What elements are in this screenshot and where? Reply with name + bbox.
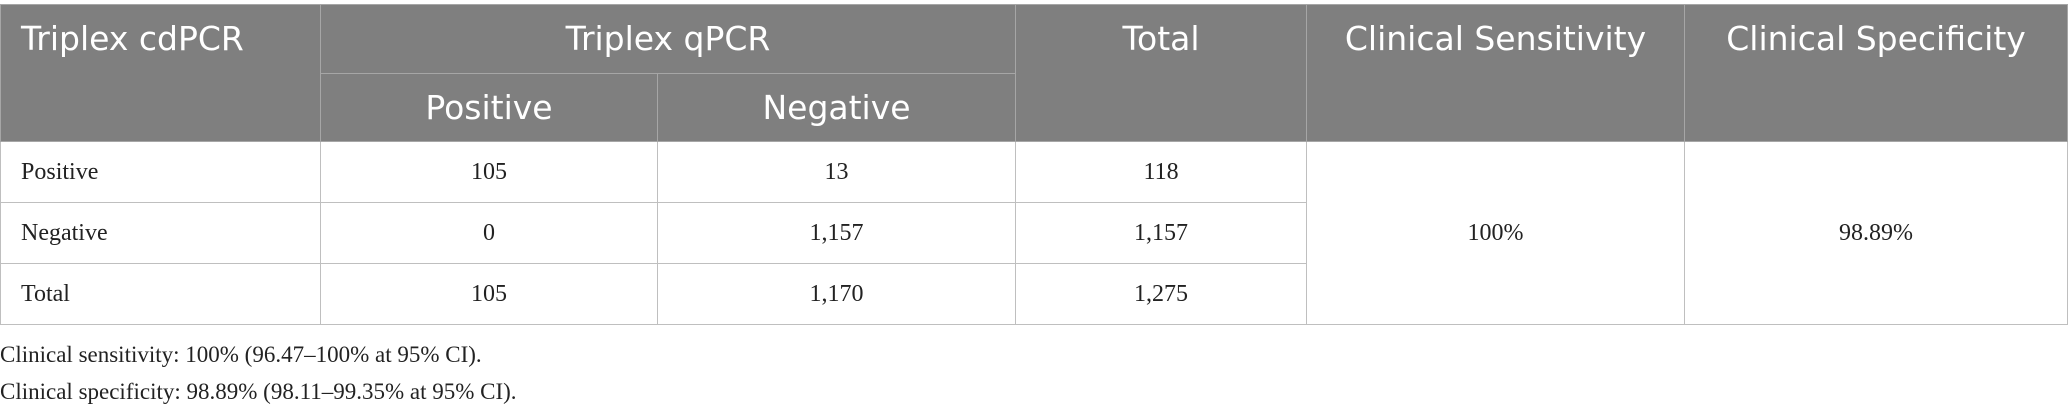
- cell: 1,157: [656, 202, 1017, 264]
- header-cell: Total: [1015, 4, 1308, 142]
- body-row: Negative 0 1,157 1,157: [0, 202, 2068, 264]
- header-cell: Triplex qPCR: [319, 4, 1017, 74]
- cell: 105: [320, 141, 658, 203]
- header-row: Triplex cdPCR Triplex qPCR Total Clinica…: [0, 4, 2068, 142]
- body-row: Total 105 1,170 1,275: [0, 263, 2068, 325]
- cell: 1,170: [656, 263, 1017, 325]
- header-cell: Clinical Specificity: [1684, 4, 2068, 142]
- header-cell: Negative: [656, 73, 1017, 142]
- footnote: Clinical sensitivity: 100% (96.47–100% a…: [0, 342, 482, 367]
- header-cell: Positive: [320, 73, 658, 142]
- header-row: Positive Negative: [1, 73, 2068, 142]
- cell: 118: [1015, 141, 1308, 203]
- cell: 13: [656, 141, 1017, 203]
- cell: Positive: [0, 141, 321, 203]
- cell: 1,157: [1015, 202, 1308, 264]
- header-cell: Clinical Sensitivity: [1306, 4, 1686, 142]
- footnote: Clinical specificity: 98.89% (98.11–99.3…: [0, 379, 517, 404]
- cell: 105: [320, 263, 658, 325]
- body-row: Positive 105 13 118 100% 98.89%: [0, 141, 2068, 325]
- header-cell: Triplex cdPCR: [0, 4, 321, 142]
- cell: Negative: [0, 202, 321, 264]
- cell: 100%: [1306, 141, 1686, 325]
- cell: 0: [320, 202, 658, 264]
- results-table: Triplex cdPCR Triplex qPCR Total Clinica…: [0, 4, 2068, 325]
- cell: 98.89%: [1684, 141, 2068, 325]
- cell: 1,275: [1015, 263, 1308, 325]
- cell: Total: [0, 263, 321, 325]
